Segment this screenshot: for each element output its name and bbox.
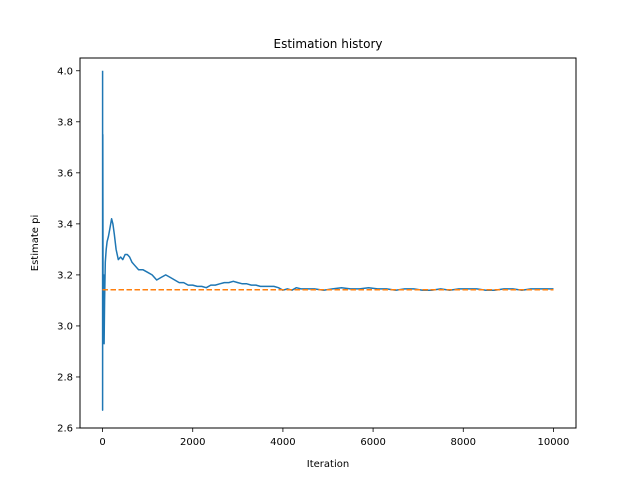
x-tick-label: 4000 [270, 437, 295, 448]
y-tick-label: 2.8 [57, 372, 73, 383]
y-tick-label: 3.2 [57, 270, 73, 281]
y-tick-label: 3.0 [57, 321, 73, 332]
x-axis-label: Iteration [307, 459, 349, 470]
series-layer [101, 70, 554, 411]
x-tick-label: 2000 [180, 437, 205, 448]
x-tick-label: 10000 [538, 437, 570, 448]
y-tick-label: 2.6 [57, 424, 73, 435]
x-tick-label: 0 [99, 437, 105, 448]
chart-title: Estimation history [274, 37, 383, 51]
y-axis-ticks: 2.6 2.8 3.0 3.2 3.4 3.6 3.8 4.0 [57, 66, 80, 435]
x-tick-label: 8000 [451, 437, 476, 448]
y-tick-label: 3.8 [57, 117, 73, 128]
x-tick-label: 6000 [360, 437, 385, 448]
y-tick-label: 3.6 [57, 168, 73, 179]
x-axis-ticks: 0 2000 4000 6000 8000 10000 [99, 428, 569, 448]
plot-frame [79, 57, 577, 429]
y-axis-label: Estimate pi [30, 215, 41, 271]
y-tick-label: 3.4 [57, 219, 73, 230]
y-tick-label: 4.0 [57, 66, 73, 77]
